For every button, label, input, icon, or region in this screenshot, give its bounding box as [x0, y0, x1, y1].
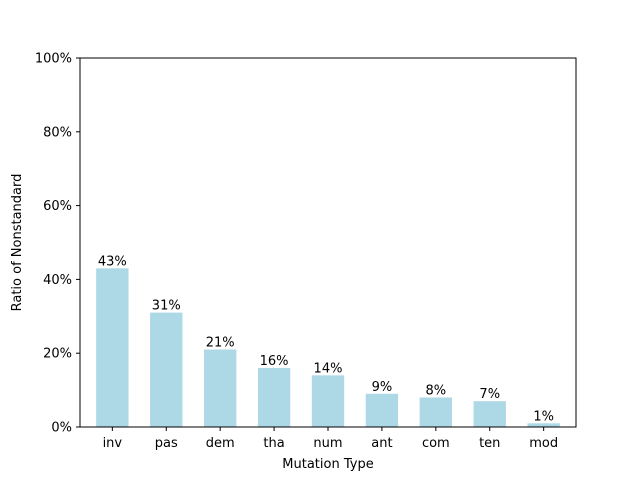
- y-tick-label: 80%: [43, 125, 72, 140]
- x-tick-label-ant: ant: [371, 436, 392, 451]
- bars-group: [96, 268, 560, 427]
- bar-value-label-dem: 21%: [206, 336, 235, 351]
- x-axis-ticks: inv pas dem tha num ant com ten mod: [103, 427, 558, 451]
- bar-dem: [204, 349, 237, 427]
- bar-value-label-com: 8%: [426, 383, 447, 398]
- x-tick-label-com: com: [422, 436, 450, 451]
- bar-tha: [257, 367, 291, 427]
- x-tick-label-mod: mod: [529, 436, 558, 451]
- bar-labels-group: 43% 31% 21% 16% 14% 9% 8% 7% 1%: [98, 254, 554, 424]
- y-tick-label: 100%: [35, 52, 72, 67]
- x-tick-label-pas: pas: [155, 436, 178, 451]
- y-tick-label: 0%: [51, 421, 72, 436]
- bar-value-label-mod: 1%: [533, 409, 554, 424]
- bar-value-label-pas: 31%: [152, 299, 181, 314]
- x-tick-label-inv: inv: [103, 436, 123, 451]
- x-tick-label-dem: dem: [206, 436, 235, 451]
- bar-value-label-inv: 43%: [98, 254, 127, 269]
- bar-com: [419, 397, 452, 427]
- y-axis-label: Ratio of Nonstandard: [10, 174, 25, 312]
- bar-ant: [365, 393, 399, 427]
- plot-frame: [79, 57, 577, 428]
- y-tick-label: 60%: [43, 199, 72, 214]
- bar-value-label-num: 14%: [314, 361, 343, 376]
- y-tick-label: 20%: [43, 347, 72, 362]
- bar-mod: [527, 423, 560, 427]
- bar-value-label-ten: 7%: [479, 387, 500, 402]
- bar-value-label-ant: 9%: [372, 380, 393, 395]
- bar-value-label-tha: 16%: [260, 354, 289, 369]
- x-tick-label-ten: ten: [479, 436, 500, 451]
- y-axis-ticks: 0% 20% 40% 60% 80% 100%: [35, 52, 80, 436]
- x-axis-label: Mutation Type: [282, 457, 373, 472]
- x-tick-label-tha: tha: [263, 436, 284, 451]
- bar-inv: [96, 268, 129, 427]
- x-tick-label-num: num: [313, 436, 342, 451]
- bar-num: [311, 375, 345, 427]
- y-tick-label: 40%: [43, 273, 72, 288]
- bar-pas: [150, 312, 183, 427]
- bar-ten: [473, 401, 506, 427]
